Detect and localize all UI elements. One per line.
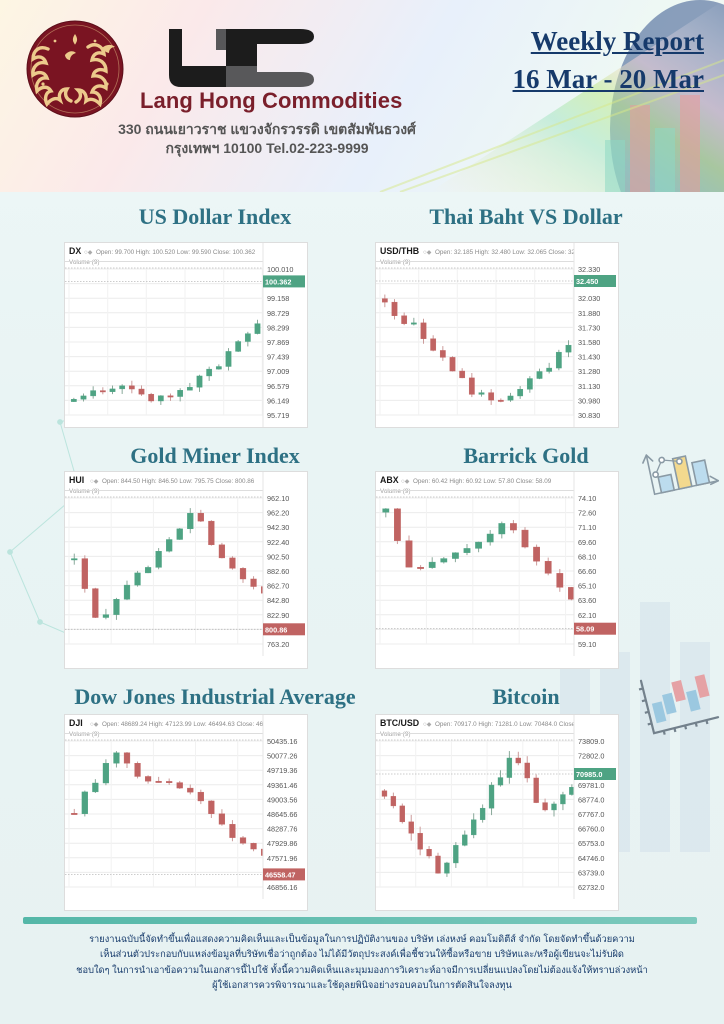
svg-text:31.730: 31.730 bbox=[578, 323, 600, 332]
svg-text:46558.47: 46558.47 bbox=[265, 870, 295, 879]
svg-text:69781.0: 69781.0 bbox=[578, 781, 604, 790]
svg-text:49361.46: 49361.46 bbox=[267, 781, 297, 790]
svg-text:30.980: 30.980 bbox=[578, 396, 600, 405]
svg-text:50435.16: 50435.16 bbox=[267, 737, 297, 746]
svg-text:Open: 99.700 High: 100.520 L: Open: 99.700 High: 100.520 Low: 99.590 C… bbox=[96, 249, 256, 256]
svg-text:922.40: 922.40 bbox=[267, 538, 289, 547]
svg-text:BTC/USD: BTC/USD bbox=[380, 718, 419, 728]
svg-text:49003.56: 49003.56 bbox=[267, 795, 297, 804]
svg-text:Volume (9): Volume (9) bbox=[69, 488, 99, 495]
svg-text:50077.26: 50077.26 bbox=[267, 752, 297, 761]
svg-text:800.86: 800.86 bbox=[265, 625, 287, 634]
svg-text:95.719: 95.719 bbox=[267, 411, 289, 420]
svg-text:Volume (9): Volume (9) bbox=[69, 731, 99, 738]
svg-text:30.830: 30.830 bbox=[578, 411, 600, 420]
svg-text:97.869: 97.869 bbox=[267, 338, 289, 347]
svg-text:Volume (9): Volume (9) bbox=[380, 488, 410, 495]
svg-text:98.729: 98.729 bbox=[267, 309, 289, 318]
svg-text:65.10: 65.10 bbox=[578, 582, 596, 591]
svg-text:65753.0: 65753.0 bbox=[578, 839, 604, 848]
svg-text:842.80: 842.80 bbox=[267, 596, 289, 605]
svg-text:96.579: 96.579 bbox=[267, 382, 289, 391]
svg-text:71.10: 71.10 bbox=[578, 523, 596, 532]
svg-text:Volume (9): Volume (9) bbox=[380, 731, 410, 738]
svg-text:31.280: 31.280 bbox=[578, 367, 600, 376]
svg-text:98.299: 98.299 bbox=[267, 323, 289, 332]
svg-text:64746.0: 64746.0 bbox=[578, 854, 604, 863]
svg-text:Open: 48689.24 High: 47123.99: Open: 48689.24 High: 47123.99 Low: 46494… bbox=[102, 721, 283, 728]
svg-text:32.330: 32.330 bbox=[578, 265, 600, 274]
svg-text:68.10: 68.10 bbox=[578, 552, 596, 561]
svg-text:66.60: 66.60 bbox=[578, 567, 596, 576]
svg-text:72.60: 72.60 bbox=[578, 509, 596, 518]
svg-text:962.10: 962.10 bbox=[267, 494, 289, 503]
svg-text:67767.0: 67767.0 bbox=[578, 810, 604, 819]
svg-text:822.90: 822.90 bbox=[267, 611, 289, 620]
svg-text:58.09: 58.09 bbox=[576, 625, 594, 634]
svg-text:97.009: 97.009 bbox=[267, 367, 289, 376]
svg-text:31.130: 31.130 bbox=[578, 382, 600, 391]
svg-text:882.60: 882.60 bbox=[267, 567, 289, 576]
svg-text:862.70: 862.70 bbox=[267, 582, 289, 591]
svg-text:○◆: ○◆ bbox=[90, 478, 99, 485]
svg-text:47571.96: 47571.96 bbox=[267, 854, 297, 863]
svg-text:DX: DX bbox=[69, 246, 81, 256]
svg-text:Open: 60.42 High: 60.92 Low:: Open: 60.42 High: 60.92 Low: 57.80 Close… bbox=[413, 478, 552, 485]
svg-text:○◆: ○◆ bbox=[401, 478, 410, 485]
svg-text:USD/THB: USD/THB bbox=[380, 246, 419, 256]
svg-text:ABX: ABX bbox=[380, 475, 399, 485]
svg-text:62.10: 62.10 bbox=[578, 611, 596, 620]
svg-text:Open: 844.50 High: 846.50 Lo: Open: 844.50 High: 846.50 Low: 795.75 Cl… bbox=[102, 478, 255, 485]
svg-text:100.362: 100.362 bbox=[265, 277, 291, 286]
svg-text:○◆: ○◆ bbox=[423, 249, 432, 256]
svg-text:59.10: 59.10 bbox=[578, 640, 596, 649]
svg-text:69.60: 69.60 bbox=[578, 538, 596, 547]
svg-text:99.158: 99.158 bbox=[267, 294, 289, 303]
svg-text:Volume (9): Volume (9) bbox=[69, 259, 99, 266]
svg-text:32.030: 32.030 bbox=[578, 294, 600, 303]
svg-text:○◆: ○◆ bbox=[423, 721, 432, 728]
svg-text:47929.86: 47929.86 bbox=[267, 839, 297, 848]
svg-text:62732.0: 62732.0 bbox=[578, 883, 604, 892]
svg-text:HUI: HUI bbox=[69, 475, 84, 485]
svg-text:763.20: 763.20 bbox=[267, 640, 289, 649]
svg-text:74.10: 74.10 bbox=[578, 494, 596, 503]
svg-text:72802.0: 72802.0 bbox=[578, 752, 604, 761]
svg-text:100.010: 100.010 bbox=[267, 265, 293, 274]
svg-text:31.580: 31.580 bbox=[578, 338, 600, 347]
svg-text:63739.0: 63739.0 bbox=[578, 868, 604, 877]
svg-text:63.60: 63.60 bbox=[578, 596, 596, 605]
svg-text:DJI: DJI bbox=[69, 718, 83, 728]
svg-text:902.50: 902.50 bbox=[267, 552, 289, 561]
svg-text:○◆: ○◆ bbox=[90, 721, 99, 728]
svg-text:Volume (9): Volume (9) bbox=[380, 259, 410, 266]
svg-text:70985.0: 70985.0 bbox=[576, 770, 602, 779]
svg-text:48645.66: 48645.66 bbox=[267, 810, 297, 819]
svg-text:66760.0: 66760.0 bbox=[578, 825, 604, 834]
svg-text:942.30: 942.30 bbox=[267, 523, 289, 532]
svg-text:○◆: ○◆ bbox=[84, 249, 93, 256]
svg-text:48287.76: 48287.76 bbox=[267, 825, 297, 834]
svg-text:Open: 32.185 High: 32.480 Lo: Open: 32.185 High: 32.480 Low: 32.065 Cl… bbox=[435, 249, 588, 256]
svg-text:49719.36: 49719.36 bbox=[267, 766, 297, 775]
svg-text:46856.16: 46856.16 bbox=[267, 883, 297, 892]
svg-text:68774.0: 68774.0 bbox=[578, 795, 604, 804]
svg-text:32.450: 32.450 bbox=[576, 277, 598, 286]
svg-text:962.20: 962.20 bbox=[267, 509, 289, 518]
svg-text:31.880: 31.880 bbox=[578, 309, 600, 318]
svg-text:97.439: 97.439 bbox=[267, 353, 289, 362]
svg-text:31.430: 31.430 bbox=[578, 353, 600, 362]
svg-text:96.149: 96.149 bbox=[267, 396, 289, 405]
svg-text:73809.0: 73809.0 bbox=[578, 737, 604, 746]
